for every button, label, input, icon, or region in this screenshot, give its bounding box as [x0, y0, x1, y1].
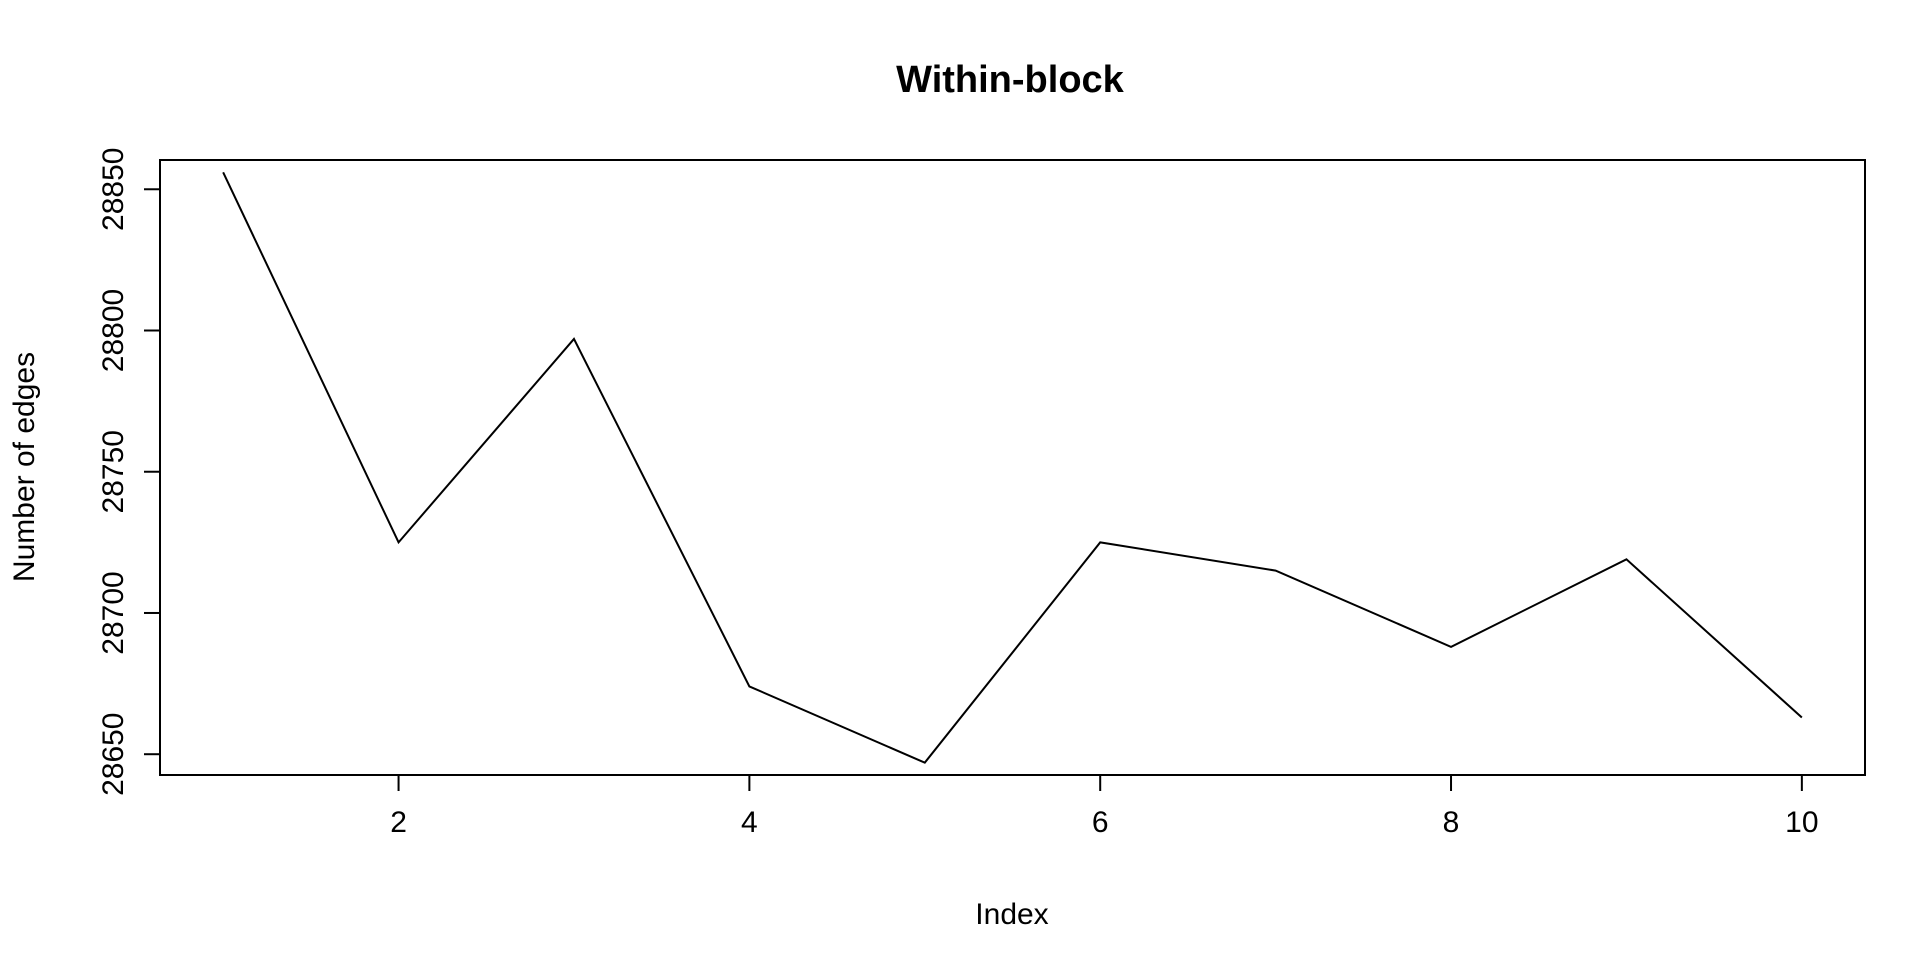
plot-frame: [159, 159, 1866, 776]
x-tick-label: 10: [1785, 806, 1818, 839]
y-tick-label: 28650: [97, 712, 130, 795]
x-axis-label: Index: [975, 898, 1048, 931]
series-line: [222, 171, 1803, 764]
y-axis-label: Number of edges: [8, 352, 41, 582]
y-tick-label: 28750: [97, 430, 130, 513]
y-tick-label: 28800: [97, 289, 130, 372]
y-tick-label: 28700: [97, 571, 130, 654]
y-tick-label: 28850: [97, 148, 130, 231]
x-tick-label: 8: [1443, 806, 1460, 839]
series-group: [222, 171, 1803, 764]
x-tick-label: 4: [741, 806, 758, 839]
chart-title: Within-block: [896, 59, 1124, 101]
x-tick-label: 2: [390, 806, 407, 839]
x-tick-label: 6: [1092, 806, 1109, 839]
y-axis: 28650 28700 28750 28800 28850: [97, 148, 160, 796]
x-axis: 2 4 6 8 10: [390, 775, 1819, 839]
